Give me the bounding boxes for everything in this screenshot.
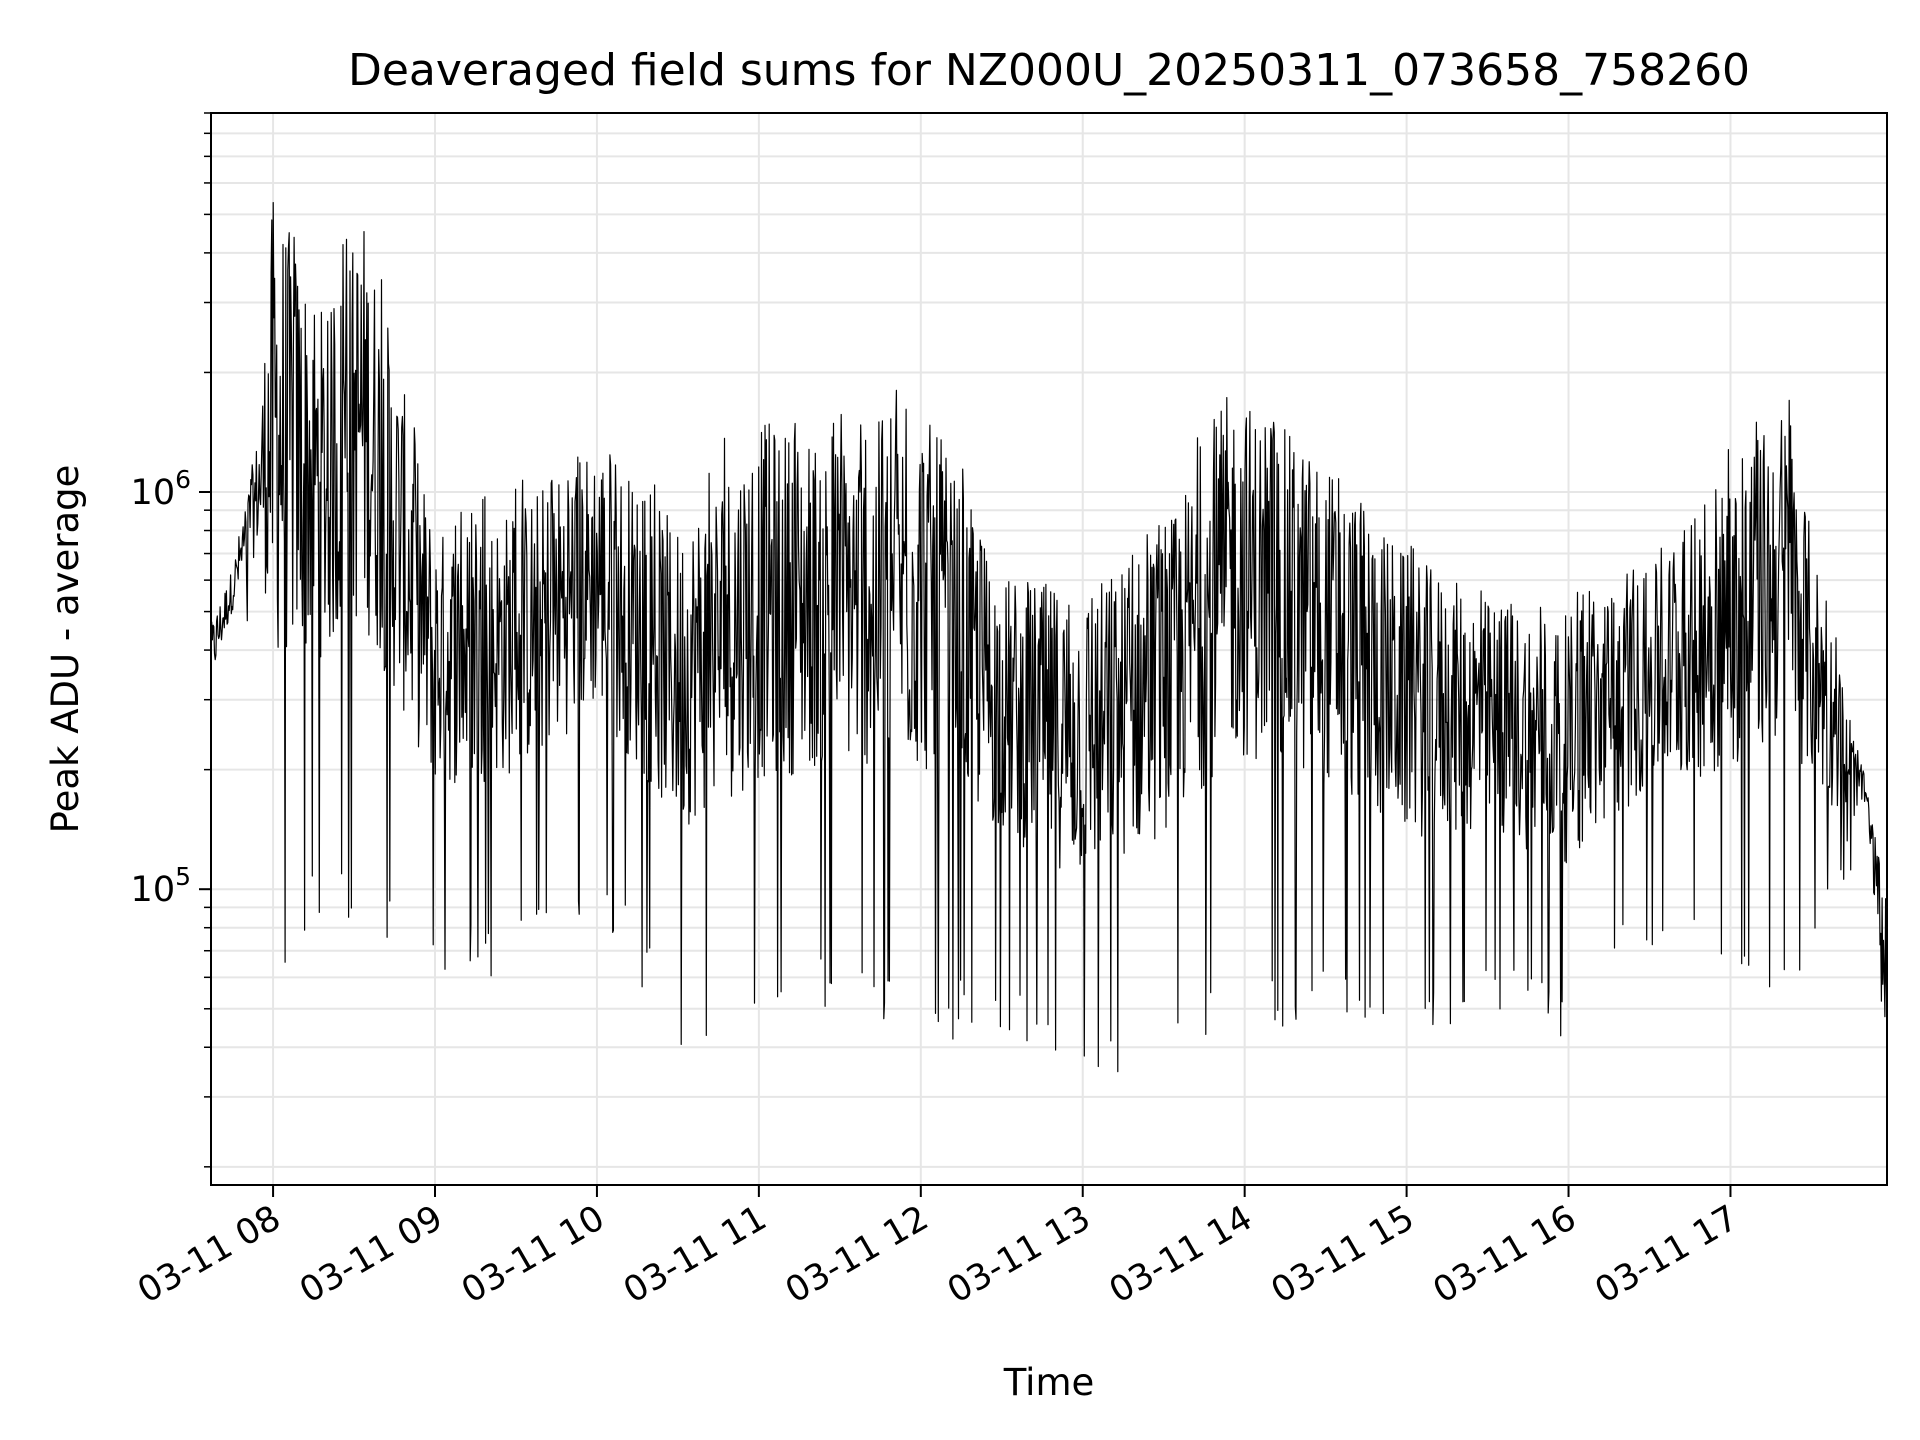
x-axis-label: Time: [1003, 1361, 1095, 1404]
y-tick-label: 106: [131, 465, 191, 513]
axes-frame: [210, 112, 1888, 1186]
y-tick-label: 105: [131, 862, 191, 910]
y-axis-label: Peak ADU - average: [44, 465, 87, 834]
chart-title: Deaveraged field sums for NZ000U_2025031…: [348, 45, 1750, 96]
series-line-path: [210, 202, 1888, 1073]
series-line: [210, 202, 1888, 1073]
